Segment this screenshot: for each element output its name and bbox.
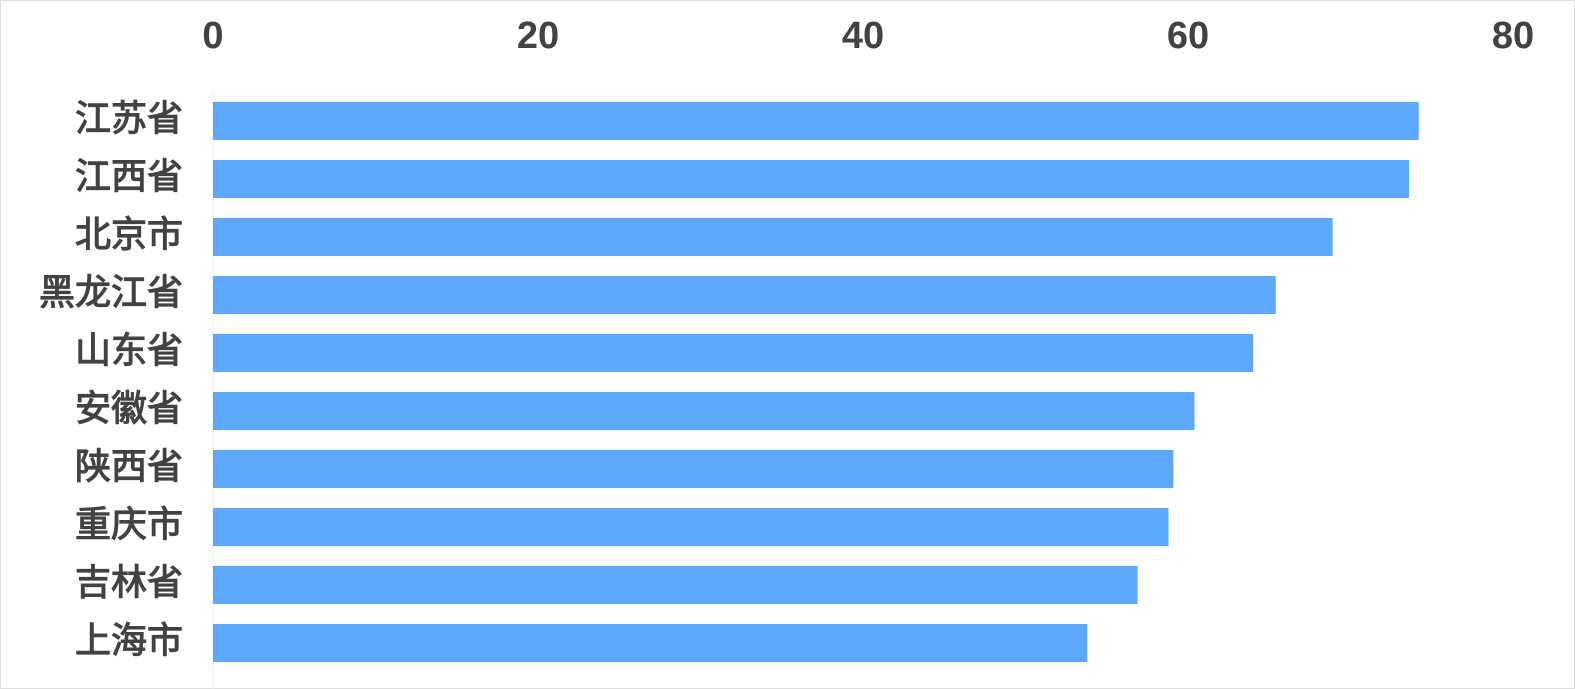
y-tick-label: 陕西省	[75, 446, 183, 487]
bar	[213, 334, 1253, 372]
y-tick-label: 江苏省	[75, 98, 183, 139]
y-tick-label: 江西省	[75, 156, 183, 197]
x-tick-label: 0	[202, 15, 223, 57]
y-tick-label: 安徽省	[75, 388, 183, 429]
bar	[213, 508, 1169, 546]
y-tick-label: 北京市	[75, 214, 183, 255]
x-tick-label: 20	[517, 15, 559, 57]
bar	[213, 160, 1409, 198]
bar	[213, 102, 1419, 140]
y-tick-label: 重庆市	[75, 504, 183, 545]
y-tick-label: 上海市	[75, 620, 183, 661]
bar	[213, 450, 1174, 488]
bar	[213, 276, 1276, 314]
bar	[213, 218, 1333, 256]
y-tick-label: 山东省	[75, 330, 183, 371]
x-tick-label: 80	[1492, 15, 1534, 57]
x-tick-label: 40	[842, 15, 884, 57]
bar	[213, 566, 1138, 604]
bar	[213, 392, 1195, 430]
y-tick-label: 吉林省	[75, 562, 183, 603]
x-tick-label: 60	[1167, 15, 1209, 57]
y-tick-label: 黑龙江省	[39, 272, 183, 313]
bar	[213, 624, 1088, 662]
